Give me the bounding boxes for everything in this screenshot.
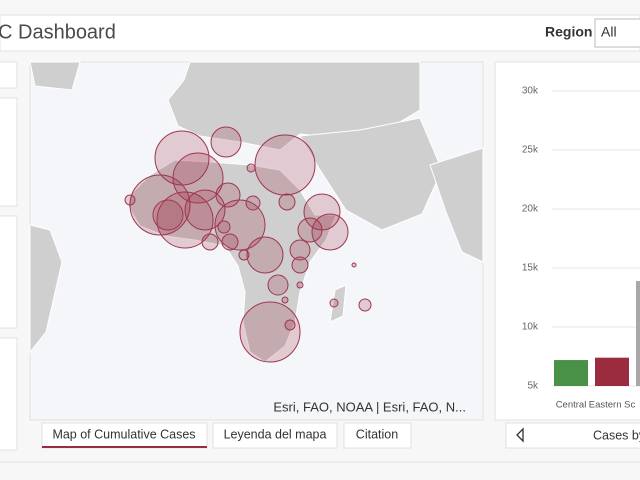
y-tick-label: 10k [522,322,539,333]
bubble [351,262,357,268]
y-tick-label: 30k [522,86,539,97]
south-asia [429,147,484,263]
dashboard-title: C Dashboard [0,21,116,43]
africa [127,159,337,363]
bubble [291,256,309,274]
x-tick-label: Central [556,400,587,411]
tab-label: Citation [356,427,398,441]
bubble [124,194,136,206]
bubble [238,249,250,261]
middle-east [299,117,443,231]
bubble [210,126,242,158]
bubble [284,319,296,331]
header-bar [0,14,640,52]
bubble [239,301,301,363]
bubble [278,193,296,211]
bar-chart: 5k 10k 15k 20k 25k 30k Central Eastern Sc [522,86,640,411]
bubble [152,199,184,231]
bubble [358,298,372,312]
chart-footer [505,422,640,449]
bubble [254,134,316,196]
bar [636,280,640,386]
bubble [214,199,266,251]
bubble [311,213,349,251]
bubble [215,182,241,208]
south-america [29,224,63,354]
bubble [156,191,214,249]
x-tick-label: Eastern Sc [589,400,636,411]
region-select[interactable] [594,18,640,48]
tab[interactable] [343,422,412,449]
bubble [246,163,256,173]
bubble [245,195,261,211]
bubble [303,193,341,231]
region-value: All [601,24,617,40]
bubble [289,239,311,261]
bubble [201,233,219,251]
bubble [221,233,239,251]
y-tick-label: 20k [522,204,539,215]
greenland [29,61,81,91]
bubble [329,298,339,308]
bubble [267,274,289,296]
y-tick-label: 25k [522,145,539,156]
bubble [246,236,284,274]
tab-underline [42,446,207,448]
tab-label: Map of Cumulative Cases [52,427,195,441]
prev-arrow[interactable] [516,427,524,443]
tab-label: Leyenda del mapa [224,427,327,441]
y-tick-label: 5k [527,381,539,392]
bar [554,360,588,386]
side-card [0,215,18,329]
region-label: Region [545,24,592,40]
y-tick-label: 15k [522,263,539,274]
side-card [0,337,18,451]
side-card [0,61,18,89]
land [29,61,484,363]
bubble [217,220,231,234]
bubble [296,281,304,289]
bubble [281,296,289,304]
chart-footer-label: Cases by [593,428,640,442]
map-attribution: Esri, FAO, NOAA | Esri, FAO, N... [273,399,466,414]
side-card [0,97,18,207]
case-bubbles [124,126,372,363]
tab[interactable] [212,422,338,449]
tab[interactable] [41,422,208,449]
bar [595,357,629,386]
